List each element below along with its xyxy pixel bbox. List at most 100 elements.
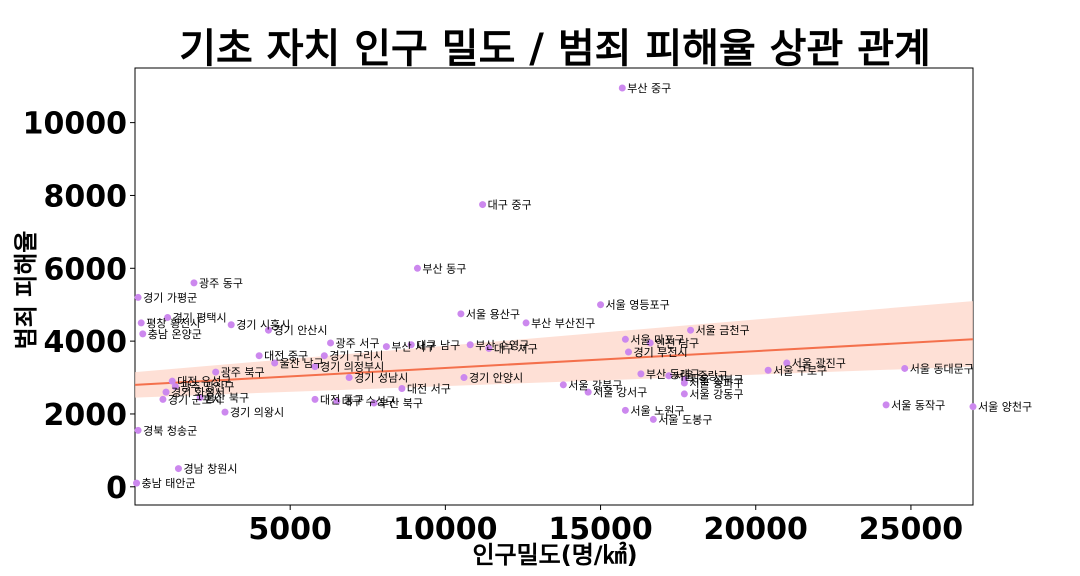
data-point — [255, 352, 263, 360]
data-point-label: 경기 군포시 — [168, 393, 222, 406]
data-point-label: 대구 남구 — [416, 339, 460, 352]
y-tick-label: 10000 — [23, 107, 127, 142]
data-point — [687, 326, 695, 334]
data-point — [133, 479, 141, 487]
data-point-label: 서울 구로구 — [773, 364, 827, 377]
data-point — [680, 379, 688, 387]
data-point-label: 대구 서구 — [494, 342, 538, 355]
y-tick-label: 4000 — [44, 325, 128, 360]
data-point — [212, 368, 220, 376]
data-point-label: 서울 강북구 — [568, 379, 622, 392]
data-point — [139, 330, 147, 338]
data-point-label: 서울 중랑구 — [674, 370, 728, 383]
data-point-label: 부산 수영구 — [475, 339, 529, 352]
data-point — [407, 341, 415, 349]
data-point-label: 서울 영등포구 — [606, 299, 670, 312]
data-point-label: 광주 광산구 — [180, 381, 234, 394]
data-point — [398, 384, 406, 392]
data-point — [882, 401, 890, 409]
data-point-label: 부산 서구 — [391, 341, 435, 354]
data-point — [485, 344, 493, 352]
data-point-label: 서울 마포구 — [630, 333, 684, 346]
data-point-label: 울산 북구 — [205, 392, 249, 405]
chart-title: 기초 자치 인구 밀도 / 범죄 피해율 상관 관계 — [179, 26, 931, 72]
data-point — [621, 335, 629, 343]
data-point — [522, 319, 530, 327]
data-point — [466, 341, 474, 349]
data-point-label: 경기 구리시 — [329, 350, 383, 363]
y-tick-label: 6000 — [44, 252, 128, 287]
data-point — [637, 370, 645, 378]
data-point-label: 경기 부천시 — [633, 345, 687, 359]
data-point-label: 울산 남구 — [280, 357, 324, 370]
data-point — [901, 364, 909, 372]
data-point — [382, 343, 390, 351]
data-point — [413, 264, 421, 272]
data-point — [171, 383, 179, 391]
y-tick-label: 0 — [106, 471, 127, 506]
data-point-label: 서울 양천구 — [978, 400, 1032, 414]
data-point-label: 부산 동래구 — [646, 368, 700, 381]
data-point — [311, 363, 319, 371]
data-point-label: 경기 의왕시 — [230, 406, 284, 419]
data-point — [168, 377, 176, 385]
data-point — [264, 326, 272, 334]
data-point-label: 부산 중구 — [627, 82, 671, 95]
regression-line — [134, 338, 974, 386]
data-point-label: 서울 강서구 — [593, 386, 647, 399]
data-point-label: 서울 용산구 — [466, 308, 520, 321]
data-point — [764, 366, 772, 374]
data-point-label: 서울 동작구 — [891, 399, 945, 412]
data-point — [584, 388, 592, 396]
data-point-label: 대전 동구 — [320, 393, 364, 406]
data-point-label: 부산 부산진구 — [531, 317, 595, 330]
data-point — [327, 339, 335, 347]
data-point-label: 경북 청송군 — [143, 424, 197, 437]
data-point-label: 대구 중구 — [488, 199, 532, 212]
data-point — [134, 293, 142, 301]
data-point-label: 경기 시흥시 — [236, 318, 290, 332]
data-point-label: 서울 동대문구 — [910, 362, 974, 375]
data-point — [227, 321, 235, 329]
data-point — [597, 301, 605, 309]
data-point — [162, 388, 170, 396]
data-point-label: 대전 서구 — [407, 382, 451, 395]
data-point-label: 서울 성북구 — [689, 373, 743, 386]
data-point-label: 광주 북구 — [221, 366, 265, 379]
data-point — [370, 399, 378, 407]
data-point-label: 대구 수성구 — [342, 395, 396, 408]
data-point-label: 부산 북구 — [379, 397, 423, 410]
data-point — [271, 359, 279, 367]
data-point — [320, 352, 328, 360]
data-point-label: 경기 성남시 — [354, 372, 408, 385]
data-point — [457, 310, 465, 318]
x-tick-label: 5000 — [248, 512, 332, 547]
data-point — [164, 313, 172, 321]
data-point — [174, 465, 182, 473]
data-point-label: 서울 강동구 — [689, 388, 743, 401]
data-point-label: 평창 횡천시 — [146, 316, 200, 330]
data-point — [311, 395, 319, 403]
data-point — [665, 372, 673, 380]
data-point — [969, 403, 977, 411]
x-axis: 5000 10000 15000 20000 25000 — [248, 505, 963, 547]
data-point — [479, 201, 487, 209]
data-point-label: 광주 서구 — [336, 337, 380, 350]
data-point — [621, 406, 629, 414]
y-axis: 0 2000 4000 6000 8000 10000 — [23, 107, 135, 506]
data-point — [159, 395, 167, 403]
y-tick-label: 8000 — [44, 179, 128, 214]
data-point — [137, 319, 145, 327]
data-point-label: 충남 온양군 — [148, 328, 202, 341]
points-layer — [133, 84, 977, 487]
data-point — [559, 381, 567, 389]
regression-line-layer — [134, 338, 974, 386]
data-point — [680, 390, 688, 398]
x-tick-label: 10000 — [393, 512, 497, 547]
data-point-label: 서울 도봉구 — [658, 413, 712, 426]
y-axis-label: 범죄 피해율 — [12, 231, 40, 350]
data-point — [624, 348, 632, 356]
data-point-label: 대전 중구 — [264, 350, 308, 363]
data-point-label: 경기 안산시 — [273, 324, 327, 337]
